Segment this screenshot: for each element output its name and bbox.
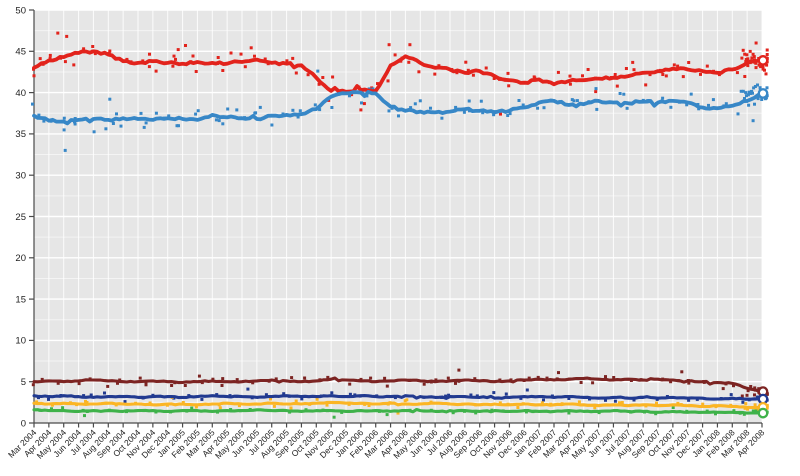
trend-line-blue (32, 90, 764, 126)
trend-line-orange (32, 400, 764, 410)
end-marker-green (757, 407, 769, 419)
y-tick-label: 20 (15, 253, 26, 264)
trend-line-dark_blue (32, 394, 764, 401)
y-tick-label: 30 (15, 171, 26, 182)
end-marker-blue (757, 88, 769, 99)
y-tick-label: 0 (21, 418, 26, 429)
y-tick-label: 35 (15, 129, 26, 140)
trend-line-green (32, 407, 764, 415)
trend-line-dark_red (32, 376, 764, 394)
y-tick-label: 10 (15, 336, 26, 347)
y-tick-label: 5 (21, 377, 26, 388)
end-marker-red (757, 55, 769, 66)
y-tick-label: 50 (15, 5, 26, 16)
trend-line-red (32, 49, 764, 94)
y-tick-label: 45 (15, 47, 26, 58)
y-tick-label: 40 (15, 88, 26, 99)
y-tick-label: 25 (15, 212, 26, 223)
y-tick-label: 15 (15, 294, 26, 305)
